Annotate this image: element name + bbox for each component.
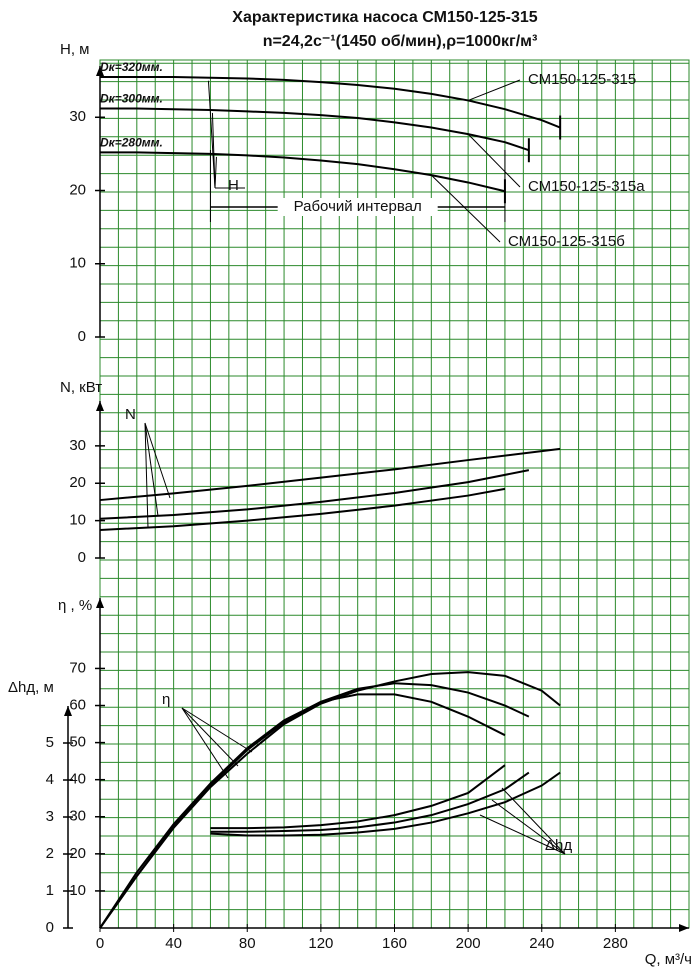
y-tick-label: 70 — [69, 659, 86, 676]
x-tick-label: 80 — [239, 935, 256, 952]
axis-arrow — [679, 924, 689, 932]
x-tick-label: 280 — [603, 935, 628, 952]
curve — [210, 771, 530, 833]
leader — [214, 156, 217, 189]
curve-label: Δhд — [545, 837, 572, 854]
y-axis-label: Δhд, м — [8, 679, 54, 696]
diameter-label: Dк=320мм. — [100, 60, 163, 74]
curve-label: η — [162, 691, 170, 708]
series-label: СМ150-125-315а — [528, 178, 645, 195]
y-tick-label: 20 — [69, 474, 86, 491]
curve — [210, 771, 561, 837]
y-tick-label: 10 — [69, 512, 86, 529]
leader — [467, 133, 521, 188]
axis-arrow — [96, 66, 104, 76]
leader — [467, 79, 521, 101]
curve — [99, 693, 506, 929]
curve — [99, 447, 561, 502]
leader — [501, 787, 566, 855]
y-tick-label: 0 — [78, 328, 86, 345]
chart-title: Характеристика насоса СМ150-125-315 — [232, 9, 537, 26]
leader — [479, 814, 566, 855]
x-tick-label: 0 — [96, 935, 104, 952]
leader — [430, 174, 501, 243]
x-tick-label: 200 — [456, 935, 481, 952]
interval-label: Рабочий интервал — [294, 198, 422, 215]
axis-arrow — [96, 598, 104, 608]
interval-bg — [277, 198, 438, 216]
y-tick-label: 30 — [69, 808, 86, 825]
y-tick-label: 3 — [46, 808, 54, 825]
leader — [181, 707, 239, 767]
series-label: СМ150-125-315 — [528, 71, 636, 88]
leader — [144, 422, 149, 529]
y-tick-label: 10 — [69, 255, 86, 272]
y-tick-label: 0 — [78, 549, 86, 566]
y-tick-label: 0 — [46, 919, 54, 936]
curve — [99, 671, 561, 929]
y-tick-label: 50 — [69, 734, 86, 751]
curve-label: N — [125, 406, 136, 423]
y-tick-label: 4 — [46, 771, 54, 788]
y-tick-label: 40 — [69, 771, 86, 788]
axis-arrow — [64, 706, 72, 716]
x-tick-label: 160 — [382, 935, 407, 952]
x-tick-label: 40 — [165, 935, 182, 952]
y-tick-label: 30 — [69, 108, 86, 125]
x-axis-label: Q, м³/ч — [645, 951, 692, 968]
y-tick-label: 5 — [46, 734, 54, 751]
curve — [100, 107, 530, 152]
y-axis-label: N, кВт — [60, 379, 102, 396]
leader — [181, 707, 229, 779]
curve — [99, 487, 506, 531]
y-tick-label: 60 — [69, 696, 86, 713]
leader — [491, 799, 566, 855]
y-tick-label: 1 — [46, 882, 54, 899]
diameter-label: Dк=280мм. — [100, 136, 163, 150]
leader — [181, 707, 253, 753]
diameter-label: Dк=300мм. — [100, 92, 163, 106]
y-axis-label: H, м — [60, 41, 89, 58]
leader — [144, 422, 171, 499]
y-tick-label: 20 — [69, 845, 86, 862]
curve — [100, 151, 506, 193]
curve-label: H — [228, 177, 239, 194]
leader — [211, 112, 216, 189]
y-tick-label: 10 — [69, 882, 86, 899]
leader — [144, 422, 159, 517]
axis-arrow — [96, 401, 104, 411]
curve — [100, 75, 561, 129]
x-tick-label: 240 — [529, 935, 554, 952]
curve — [99, 469, 530, 520]
chart-subtitle: n=24,2с⁻¹(1450 об/мин),ρ=1000кг/м³ — [263, 33, 538, 50]
curve — [210, 764, 506, 830]
y-axis-label: η , % — [58, 597, 92, 614]
y-tick-label: 20 — [69, 181, 86, 198]
series-label: СМ150-125-315б — [508, 233, 625, 250]
y-tick-label: 30 — [69, 437, 86, 454]
y-tick-label: 2 — [46, 845, 54, 862]
x-tick-label: 120 — [308, 935, 333, 952]
